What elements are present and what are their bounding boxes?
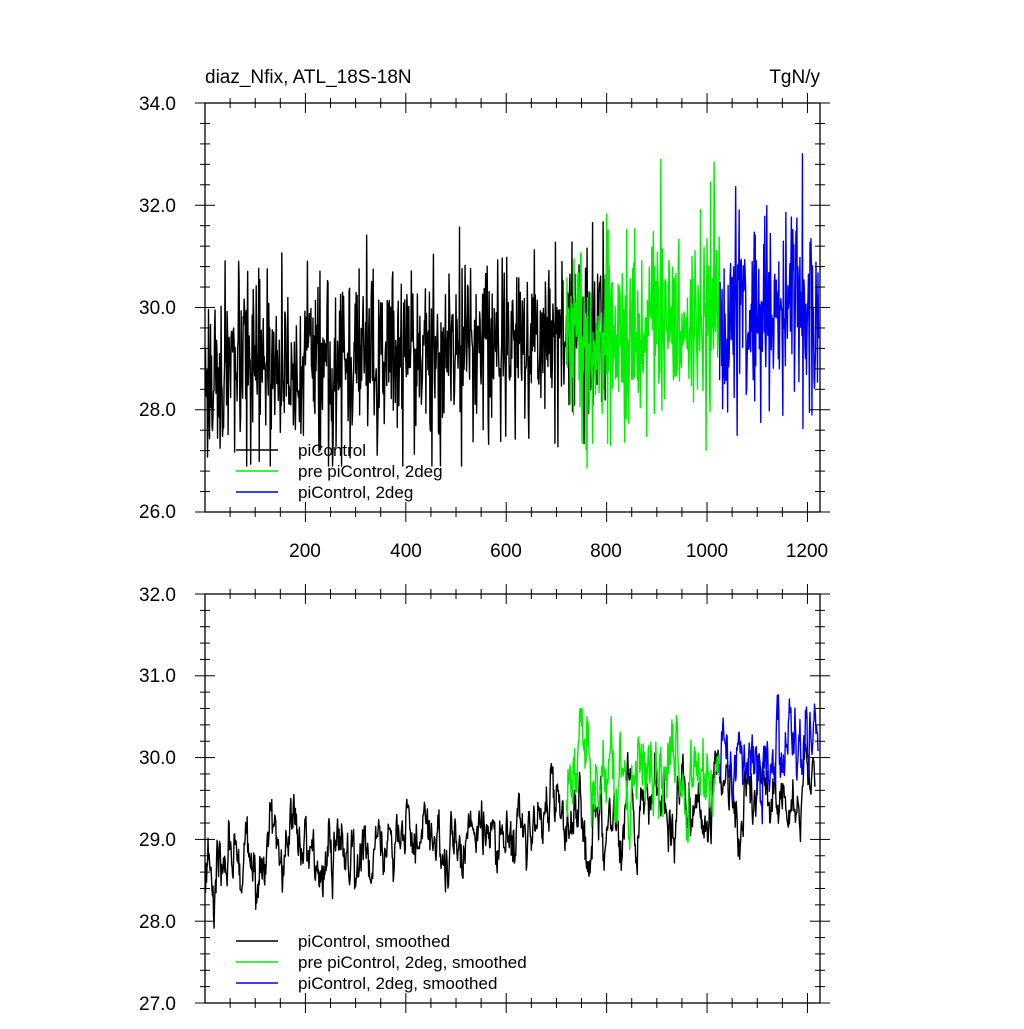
top-x-tick-label: 1000 — [686, 541, 728, 562]
bottom-y-tick-label: 32.0 — [139, 585, 176, 606]
bottom-y-tick-label: 27.0 — [139, 994, 176, 1015]
top-panel: diaz_Nfix, ATL_18S-18N TgN/y 26.0 28.0 3… — [139, 67, 830, 562]
bottom-y-tick-label: 28.0 — [139, 912, 176, 933]
top-y-tick-label: 34.0 — [139, 94, 176, 115]
top-x-tick-label: 200 — [289, 541, 321, 562]
top-x-tick-label: 800 — [590, 541, 622, 562]
bottom-panel: 27.0 28.0 29.0 30.0 31.0 32.0 piControl,… — [139, 584, 830, 1015]
bottom-series-group — [204, 694, 820, 929]
series-line-picontrol-2deg-smoothed — [719, 694, 820, 825]
series-line-picontrol — [204, 221, 608, 467]
legend-label: piControl, 2deg, smoothed — [298, 974, 497, 993]
series-line-picontrol-smoothed — [204, 743, 816, 929]
series-line-pre-picontrol-2deg — [565, 158, 721, 469]
bottom-y-tick-label: 29.0 — [139, 830, 176, 851]
series-line-pre-picontrol-2deg-smoothed — [565, 707, 721, 851]
top-x-tick-label: 600 — [490, 541, 522, 562]
bottom-plot-frame — [204, 593, 821, 1004]
top-y-tick-label: 26.0 — [139, 502, 176, 523]
bottom-ticks — [195, 584, 830, 1013]
top-x-tick-label: 1200 — [786, 541, 828, 562]
top-y-tick-label: 28.0 — [139, 400, 176, 421]
top-series-group — [204, 153, 820, 469]
legend-label: piControl, 2deg — [298, 483, 413, 502]
top-y-tick-label: 30.0 — [139, 298, 176, 319]
legend-label: pre piControl, 2deg, smoothed — [298, 953, 527, 972]
series-line-picontrol-2deg — [718, 153, 820, 437]
top-x-tick-label: 400 — [390, 541, 422, 562]
legend-label: piControl, smoothed — [298, 932, 450, 951]
bottom-legend: piControl, smoothed pre piControl, 2deg,… — [236, 932, 527, 993]
bottom-y-tick-label: 31.0 — [139, 666, 176, 687]
top-legend: piControl pre piControl, 2deg piControl,… — [236, 441, 443, 502]
bottom-y-tick-label: 30.0 — [139, 748, 176, 769]
legend-label: pre piControl, 2deg — [298, 462, 443, 481]
top-ticks — [195, 93, 830, 522]
legend-label: piControl — [298, 441, 366, 460]
chart-title: diaz_Nfix, ATL_18S-18N — [205, 67, 412, 88]
top-y-tick-label: 32.0 — [139, 196, 176, 217]
chart-units: TgN/y — [769, 67, 820, 88]
